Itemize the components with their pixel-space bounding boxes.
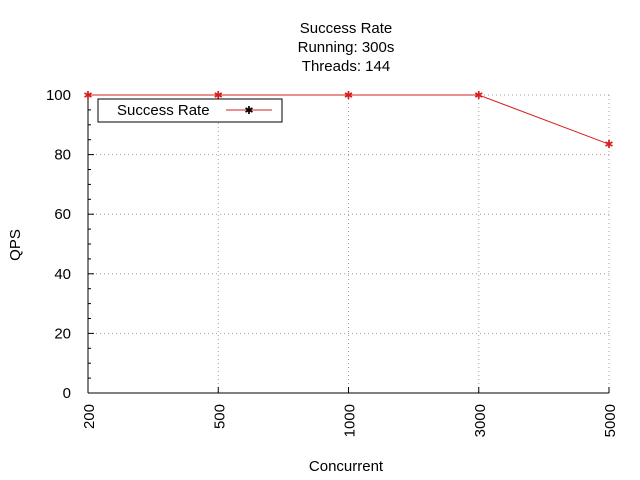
y-tick-label: 80 bbox=[54, 147, 71, 164]
legend: Success Rate ✱ bbox=[97, 98, 283, 123]
x-tick-label: 1000 bbox=[342, 404, 359, 437]
y-axis-label: QPS bbox=[7, 229, 24, 261]
x-tick-label: 500 bbox=[211, 404, 228, 429]
chart-title: Success Rate Running: 300s Threads: 144 bbox=[298, 20, 395, 75]
data-point: ✱ bbox=[604, 138, 613, 151]
x-axis-label: Concurrent bbox=[309, 458, 384, 475]
x-tick-label: 3000 bbox=[472, 404, 489, 437]
x-tick-label: 5000 bbox=[602, 404, 619, 437]
y-tick-label: 100 bbox=[46, 87, 71, 104]
series-lines: ✱ ✱ ✱ ✱ ✱ bbox=[83, 89, 613, 151]
grid bbox=[88, 94, 610, 393]
title-line-1: Success Rate bbox=[300, 20, 393, 37]
x-tick-label: 200 bbox=[81, 404, 98, 429]
data-point: ✱ bbox=[83, 89, 92, 102]
legend-box bbox=[97, 98, 283, 123]
series-line bbox=[88, 94, 610, 145]
data-point: ✱ bbox=[474, 89, 483, 102]
title-line-3: Threads: 144 bbox=[302, 58, 390, 75]
legend-label: Success Rate bbox=[117, 102, 210, 119]
axes bbox=[87, 94, 610, 394]
x-tick-labels: 200 500 1000 3000 5000 bbox=[81, 404, 619, 437]
y-tick-labels: 0 20 40 60 80 100 bbox=[46, 87, 71, 402]
y-tick-label: 0 bbox=[63, 385, 71, 402]
data-point: ✱ bbox=[214, 89, 223, 102]
data-point: ✱ bbox=[344, 89, 353, 102]
title-line-2: Running: 300s bbox=[298, 39, 395, 56]
y-tick-label: 20 bbox=[54, 325, 71, 342]
y-tick-label: 60 bbox=[54, 206, 71, 223]
y-tick-label: 40 bbox=[54, 266, 71, 283]
legend-marker: ✱ bbox=[244, 105, 253, 117]
